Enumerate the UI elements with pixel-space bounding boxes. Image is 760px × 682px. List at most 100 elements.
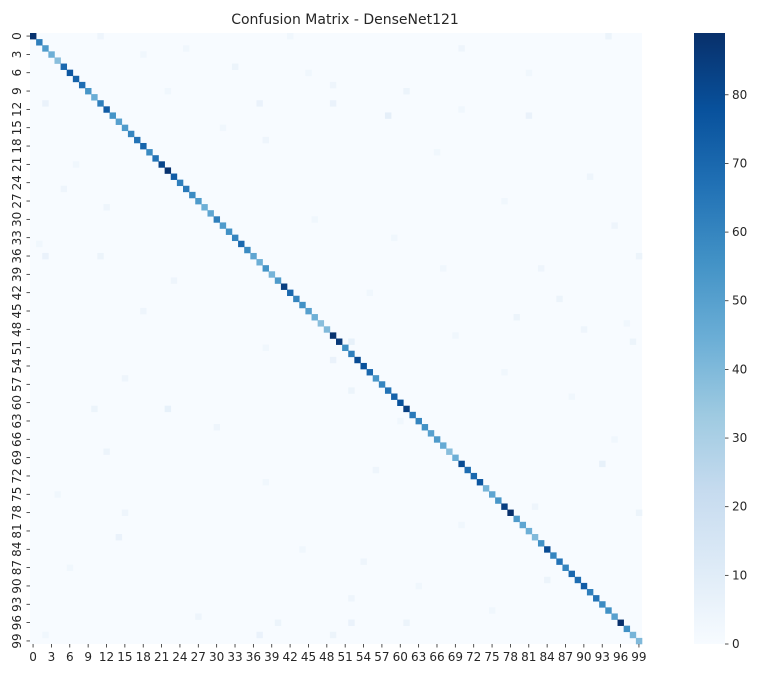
diagonal-cell [464, 466, 471, 474]
x-tick-label: 90 [576, 650, 591, 664]
off-diagonal-cell [274, 619, 282, 626]
x-tick-label: 24 [172, 650, 187, 664]
off-diagonal-cell [348, 387, 355, 394]
x-tick-label: 84 [539, 650, 554, 664]
diagonal-cell [623, 625, 631, 633]
x-tick-label: 48 [319, 650, 334, 664]
diagonal-cell [354, 356, 361, 364]
diagonal-cell [250, 252, 257, 260]
diagonal-cell [470, 472, 478, 480]
x-tick-label: 6 [66, 650, 74, 664]
off-diagonal-cell [501, 197, 508, 205]
x-tick-label: 9 [84, 650, 92, 664]
x-tick-label: 21 [154, 650, 169, 664]
y-tick-label: 93 [10, 597, 24, 612]
diagonal-cell [342, 344, 349, 352]
diagonal-cell [213, 216, 221, 223]
diagonal-cell [562, 564, 569, 571]
diagonal-cell [195, 197, 202, 205]
diagonal-cell [489, 491, 496, 498]
off-diagonal-cell [348, 619, 355, 626]
y-tick-label: 54 [10, 358, 24, 373]
x-tick-label: 93 [595, 650, 610, 664]
diagonal-cell [189, 191, 196, 199]
off-diagonal-cell [611, 222, 618, 229]
y-tick-label: 99 [10, 633, 24, 648]
diagonal-cell [256, 259, 263, 266]
x-tick-label: 81 [521, 650, 536, 664]
diagonal-cell [219, 222, 227, 229]
diagonal-cell [446, 448, 453, 455]
off-diagonal-cell [348, 338, 355, 345]
x-tick-label: 78 [503, 650, 518, 664]
y-tick-label: 18 [10, 138, 24, 153]
diagonal-cell [158, 161, 165, 168]
diagonal-cell [391, 393, 398, 400]
diagonal-cell [336, 338, 343, 345]
y-axis: 0369121518212427303336394245485154576063… [10, 32, 30, 649]
diagonal-cell [42, 45, 49, 52]
diagonal-cell [586, 589, 594, 596]
y-tick-label: 3 [10, 51, 24, 59]
off-diagonal-cell [103, 204, 110, 211]
diagonal-cell [85, 87, 92, 95]
diagonal-cell [170, 173, 178, 180]
off-diagonal-cell [311, 216, 318, 223]
diagonal-cell [323, 326, 331, 333]
x-tick-label: 45 [301, 650, 316, 664]
x-tick-label: 3 [48, 650, 56, 664]
off-diagonal-cell [256, 100, 263, 107]
diagonal-cell [299, 301, 306, 309]
y-tick-label: 0 [10, 32, 24, 40]
diagonal-cell [421, 424, 429, 431]
y-tick-label: 21 [10, 157, 24, 172]
diagonal-cell [580, 582, 588, 590]
diagonal-cell [519, 521, 527, 529]
off-diagonal-cell [629, 338, 637, 345]
off-diagonal-cell [397, 417, 404, 425]
diagonal-cell [513, 515, 520, 523]
y-tick-label: 24 [10, 175, 24, 190]
colorbar-tick-label: 70 [732, 156, 747, 170]
off-diagonal-cell [623, 320, 631, 327]
off-diagonal-cell [231, 63, 239, 70]
diagonal-cell [537, 540, 545, 547]
x-tick-label: 42 [282, 650, 297, 664]
chart-title: Confusion Matrix - DenseNet121 [231, 12, 459, 28]
heatmap-cells [30, 33, 643, 645]
off-diagonal-cell [103, 448, 110, 455]
diagonal-cell [311, 314, 318, 321]
diagonal-cell [140, 142, 147, 150]
diagonal-cell [611, 613, 618, 620]
off-diagonal-cell [256, 631, 263, 639]
x-tick-label: 30 [209, 650, 224, 664]
off-diagonal-cell [121, 375, 129, 382]
diagonal-cell [403, 405, 410, 413]
off-diagonal-cell [384, 112, 392, 119]
off-diagonal-cell [329, 81, 337, 89]
off-diagonal-cell [262, 479, 269, 486]
y-tick-label: 27 [10, 193, 24, 208]
off-diagonal-cell [403, 619, 410, 626]
y-tick-label: 36 [10, 248, 24, 263]
off-diagonal-cell [544, 576, 551, 584]
x-tick-label: 18 [136, 650, 151, 664]
off-diagonal-cell [391, 234, 398, 242]
diagonal-cell [280, 283, 288, 290]
diagonal-cell [274, 277, 282, 284]
diagonal-cell [329, 332, 337, 339]
off-diagonal-cell [183, 45, 190, 52]
diagonal-cell [635, 637, 643, 645]
diagonal-cell [593, 595, 600, 602]
diagonal-cell [452, 454, 459, 461]
y-tick-label: 63 [10, 413, 24, 428]
x-tick-label: 87 [558, 650, 573, 664]
colorbar-axis: 0 10 20 30 40 50 60 70 80 [725, 88, 747, 651]
diagonal-cell [152, 155, 159, 162]
diagonal-cell [305, 307, 312, 315]
off-diagonal-cell [164, 405, 172, 413]
off-diagonal-cell [72, 161, 80, 168]
off-diagonal-cell [115, 534, 123, 541]
off-diagonal-cell [568, 393, 575, 400]
off-diagonal-cell [489, 607, 496, 614]
